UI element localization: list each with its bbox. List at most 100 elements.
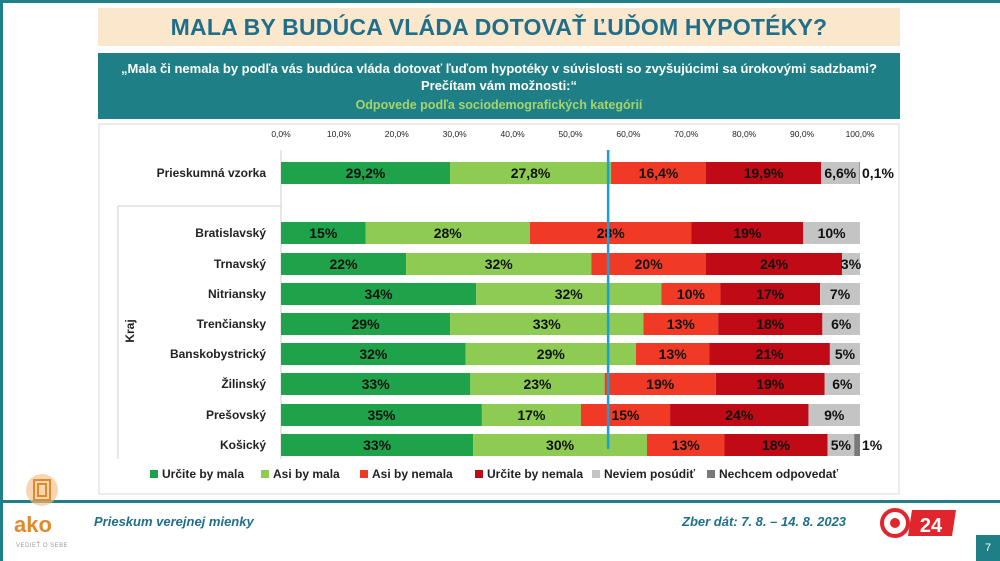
ako-logo-icon [26,474,58,506]
bar-segment [281,162,451,184]
category-label: Prešovský [206,408,266,422]
x-tick-label: 70,0% [674,129,699,139]
bar-segment [720,283,821,305]
legend-label: Určite by mala [162,467,244,481]
legend-label: Asi by nemala [372,467,453,481]
bar-segment [470,373,605,395]
bar-segment [580,404,671,426]
bar-segment [715,373,825,395]
data-label: 29,2% [346,165,386,181]
data-label: 30% [546,437,575,453]
data-label: 29% [352,316,381,332]
data-label: 13% [672,437,701,453]
data-label: 19% [733,225,762,241]
x-tick-label: 10,0% [327,129,352,139]
footer-date-label: Zber dát: 7. 8. – 14. 8. 2023 [682,514,847,529]
data-label: 34% [365,286,394,302]
data-label: 0,1% [862,165,894,181]
bar-segment [281,434,474,456]
bar-segment [859,162,861,184]
data-label: 32% [555,286,584,302]
data-label: 27,8% [511,165,551,181]
data-label: 6,6% [824,165,856,181]
legend-label: Určite by nemala [487,467,583,481]
bar-segment [281,404,482,426]
bar-segment [281,222,366,244]
category-label: Košický [220,438,266,452]
legend-swatch [150,470,158,478]
legend-swatch [592,470,600,478]
data-label: 15% [309,225,338,241]
bar-segment [604,373,716,395]
bar-segment [635,343,710,365]
bar-segment [705,162,822,184]
data-label: 1% [862,437,883,453]
data-label: 32% [359,346,388,362]
x-tick-label: 60,0% [616,129,641,139]
top-frame-line [0,0,1000,3]
tv24-logo-text: 24 [920,515,943,537]
data-label: 13% [667,316,696,332]
bar-segment [406,253,592,275]
bar-segment [281,283,477,305]
bar-segment [281,253,407,275]
bar-segment [591,253,706,275]
data-label: 21% [756,346,785,362]
question-box: „Mala či nemala by podľa vás budúca vlád… [98,53,900,119]
category-label: Nitriansky [208,287,266,301]
bar-segment [705,253,843,275]
bar-segment [281,313,451,335]
chart-container: 0,0% 10,0% 20,0% 30,0% 40,0% 50,0% 60,0% 70,0% 8… [98,123,900,495]
left-frame-line [0,0,3,561]
bar-segment [822,313,860,335]
bar-segment [827,434,855,456]
bar-segment [365,222,530,244]
page-number: 7 [976,535,1000,561]
data-label: 17% [517,407,546,423]
x-tick-label: 0,0% [271,129,291,139]
bar-segment [481,404,581,426]
data-label: 20% [635,256,664,272]
page-title: MALA BY BUDÚCA VLÁDA DOTOVAŤ ĽUĎOM HYPOT… [170,13,828,40]
legend-swatch [707,470,715,478]
x-tick-label: 50,0% [558,129,583,139]
x-tick-label: 80,0% [732,129,757,139]
legend-swatch [261,470,269,478]
bar-segment [670,404,809,426]
footer-survey-label: Prieskum verejnej mienky [94,514,254,529]
data-label: 24% [760,256,789,272]
category-label: Žilinský [221,376,266,391]
data-label: 29% [537,346,566,362]
data-label: 24% [725,407,754,423]
bar-segment [450,162,612,184]
question-text: „Mala či nemala by podľa vás budúca vlád… [121,61,877,93]
data-label: 10% [677,286,706,302]
bar-segment [529,222,692,244]
ako-logo-tagline: VEDIEŤ O SEBE [16,543,69,549]
legend-swatch [360,470,368,478]
footer-divider [0,500,1000,503]
data-label: 22% [330,256,359,272]
bar-segment [829,343,860,365]
bar-segment [709,343,830,365]
data-label: 6% [832,376,853,392]
bar-segment [465,343,636,365]
bar-segment [643,313,719,335]
data-label: 9% [824,407,845,423]
category-label: Prieskumná vzorka [157,166,267,180]
x-tick-label: 30,0% [443,129,468,139]
data-label: 23% [523,376,552,392]
data-label: 3% [841,256,862,272]
category-label: Banskobystrický [170,347,266,361]
legend-label: Nechcem odpovedať [719,467,838,481]
bar-segment [611,162,706,184]
bar-segment [476,283,662,305]
x-tick-label: 100,0% [846,129,875,139]
bar-segment [803,222,860,244]
bar-segment [842,253,860,275]
bar-segment [821,162,860,184]
data-label: 19% [646,376,675,392]
data-label: 18% [756,316,785,332]
bar-segment [281,373,471,395]
category-label: Trnavský [214,257,266,271]
